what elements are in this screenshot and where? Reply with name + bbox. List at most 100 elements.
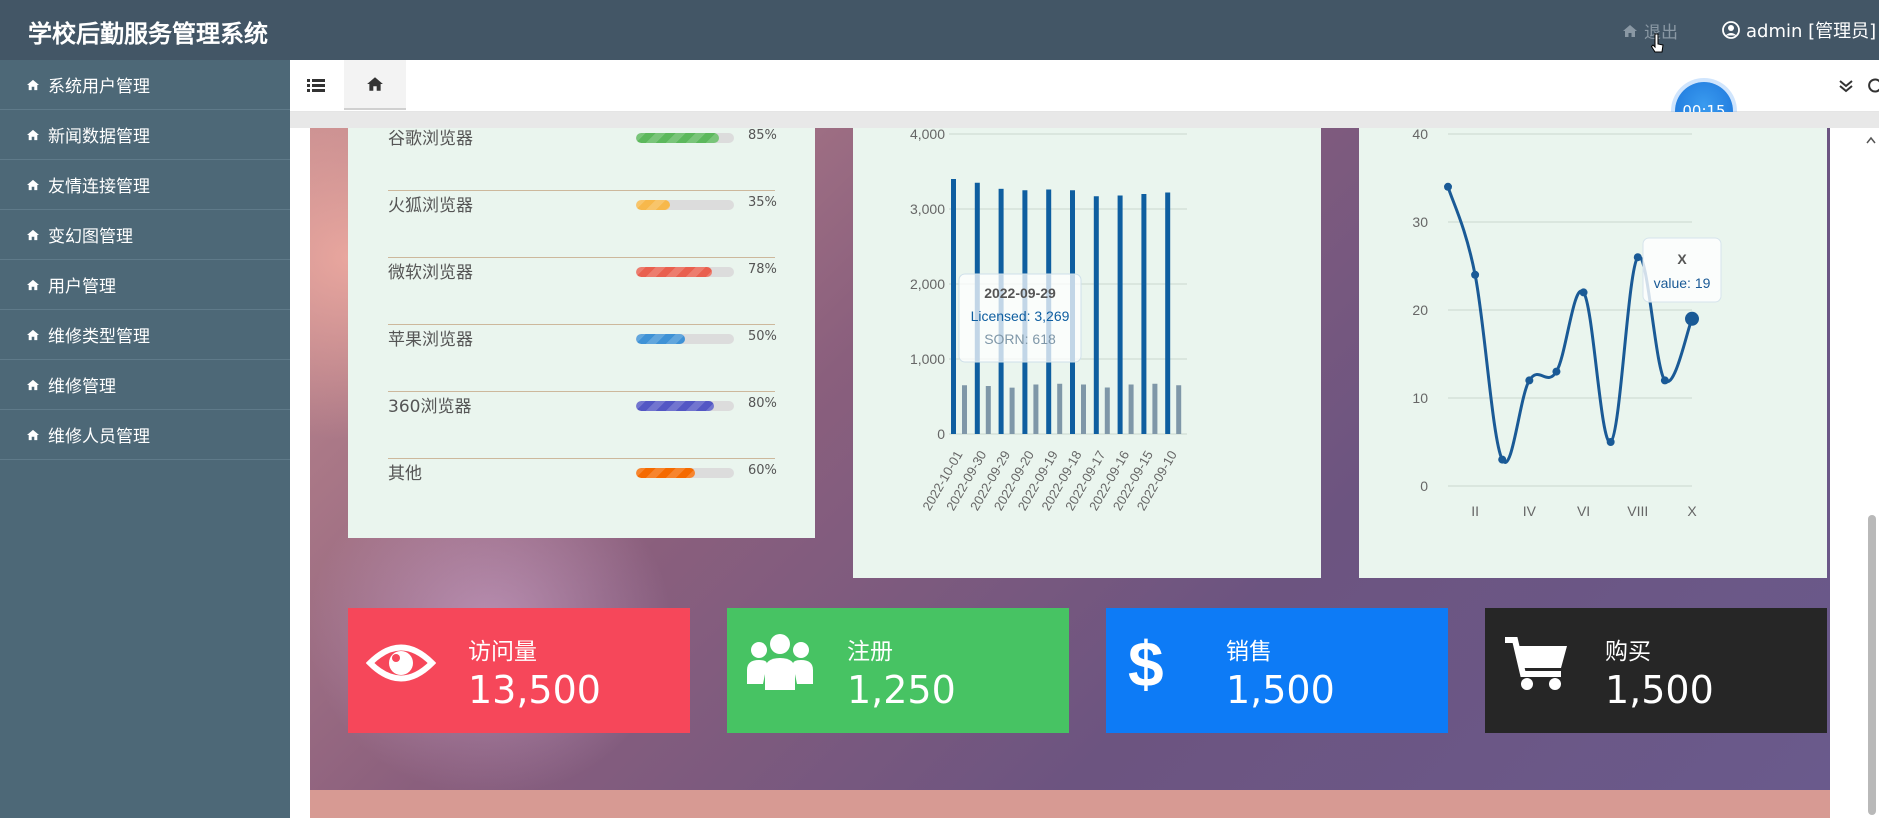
sidebar-item-label: 维修管理 [48,377,116,397]
stat-label: 访问量 [468,639,537,665]
logout-label: 退出 [1644,23,1678,43]
bar-chart: 01,0002,0003,0004,0002022-10-012022-09-3… [910,126,1187,513]
progress-bar [636,133,734,143]
progress-bar [636,401,734,411]
content-top-strip [290,112,1879,128]
x-tick-label: II [1471,503,1479,519]
tooltip-line: value: 19 [1654,275,1711,291]
sidebar-item-repair-types[interactable]: 维修类型管理 [0,310,290,360]
app-title: 学校后勤服务管理系统 [28,20,268,48]
progress-bar [636,267,734,277]
scroll-up-arrow-icon[interactable] [1866,136,1876,144]
data-point [1552,367,1561,376]
user-menu[interactable]: admin [管理员] [1722,17,1876,43]
data-point [1685,311,1699,326]
dollar-icon: $ [1128,628,1164,698]
y-tick-label: 0 [937,426,945,442]
y-tick-label: 0 [1420,478,1428,494]
data-point [1525,376,1534,385]
tab-home[interactable] [344,60,406,110]
bar-sorn [1104,387,1110,434]
bar-sorn [962,385,967,434]
browser-row: 360浏览器 80% [388,392,777,459]
stat-value: 1,250 [847,668,956,712]
sidebar-item-news[interactable]: 新闻数据管理 [0,110,290,160]
mouse-cursor-icon [1650,33,1664,53]
browser-row: 苹果浏览器 50% [388,325,777,392]
series-line [1446,186,1694,464]
progress-percent: 78% [748,262,777,277]
y-tick-label: 40 [1412,128,1428,142]
progress-bar [636,334,734,344]
tooltip-box [1642,237,1722,303]
progress-fill [636,401,715,411]
progress-bar [636,200,734,210]
cart-icon [1505,637,1567,690]
sidebar-item-repairs[interactable]: 维修管理 [0,360,290,410]
double-chevron-down-icon[interactable] [1838,78,1854,94]
eye-icon [366,644,436,682]
x-tick-label: VIII [1627,503,1648,519]
home-icon [1623,24,1637,37]
data-point [1498,455,1507,464]
stat-label: 注册 [847,639,893,665]
home-icon [27,129,39,140]
x-tick-label: VI [1577,503,1590,519]
progress-percent: 35% [748,195,777,210]
sidebar-item-system-users[interactable]: 系统用户管理 [0,60,290,110]
y-tick-label: 1,000 [910,351,945,367]
home-icon [27,229,39,240]
stat-card-sales[interactable]: $ 销售 1,500 [1106,608,1448,733]
data-point [1471,270,1480,279]
users-icon [747,634,813,690]
sidebar-item-carousel[interactable]: 变幻图管理 [0,210,290,260]
bar-sorn [985,386,991,434]
bar-licensed [1165,192,1171,434]
bar-sorn [1057,383,1063,434]
sidebar-item-label: 系统用户管理 [48,77,150,97]
logout-button[interactable]: 退出 [1622,18,1678,43]
stat-card-visits[interactable]: 访问量 13,500 [348,608,690,733]
progress-bar [636,468,734,478]
browser-name: 其他 [388,464,422,484]
user-circle-icon [1722,21,1740,39]
bar-sorn [1128,384,1134,434]
progress-percent: 80% [748,396,777,411]
progress-percent: 50% [748,329,777,344]
browser-row: 其他 60% [388,459,777,526]
browser-row: 微软浏览器 78% [388,258,777,325]
sidebar-item-label: 友情连接管理 [48,177,150,197]
sidebar-item-links[interactable]: 友情连接管理 [0,160,290,210]
refresh-icon[interactable] [1868,76,1879,94]
bar-sorn [1176,385,1182,434]
svg-text:$: $ [1128,628,1164,698]
stat-card-purchases[interactable]: 购买 1,500 [1485,608,1827,733]
home-icon [27,329,39,340]
tab-bar [290,60,1879,112]
bar-licensed [951,179,956,434]
sidebar-item-label: 用户管理 [48,277,116,297]
tooltip-box [958,273,1082,363]
tooltip-line: SORN: 618 [984,331,1056,347]
progress-percent: 60% [748,463,777,478]
stat-value: 1,500 [1605,668,1714,712]
bar-chart-panel: 0 1,000 2,000 3,000 4,000 2022-10-01 2022-09-3… [853,126,1321,578]
stat-label: 购买 [1605,639,1651,665]
home-icon [27,429,39,440]
home-icon [367,77,383,91]
tooltip-title: X [1677,251,1687,267]
sidebar-item-users[interactable]: 用户管理 [0,260,290,310]
home-icon [27,379,39,390]
scrollbar-thumb[interactable] [1868,515,1876,815]
sidebar-item-label: 变幻图管理 [48,227,133,247]
y-tick-label: 2,000 [910,276,945,292]
list-icon[interactable] [306,75,326,95]
sidebar: 系统用户管理 新闻数据管理 友情连接管理 变幻图管理 用户管理 维修类型管理 维… [0,60,290,818]
y-tick-label: 3,000 [910,201,945,217]
sidebar-item-repair-staff[interactable]: 维修人员管理 [0,410,290,460]
stat-value: 13,500 [468,668,601,712]
stat-card-registrations[interactable]: 注册 1,250 [727,608,1069,733]
bar-licensed [1093,196,1099,434]
